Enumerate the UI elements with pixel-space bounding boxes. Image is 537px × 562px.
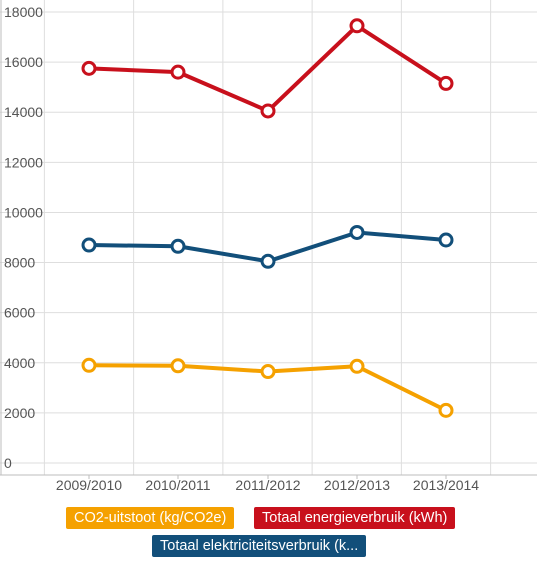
series-line (87, 23, 448, 113)
series-0 (81, 357, 454, 418)
y-tick-label: 6000 (4, 305, 35, 321)
data-point[interactable] (170, 358, 186, 374)
data-point[interactable] (438, 402, 454, 418)
data-point[interactable] (349, 224, 365, 240)
x-tick-label: 2009/2010 (56, 477, 122, 493)
data-point[interactable] (260, 364, 276, 380)
data-point[interactable] (81, 357, 97, 373)
grid-lines (0, 0, 537, 476)
x-tick-label: 2011/2012 (235, 477, 300, 493)
y-tick-label: 4000 (4, 355, 35, 371)
data-point[interactable] (260, 253, 276, 269)
x-axis-ticks: 2009/2010 2010/2011 2011/2012 2012/2013 2013… (56, 475, 479, 493)
y-tick-label: 0 (4, 455, 12, 471)
data-point[interactable] (81, 60, 97, 76)
series-1 (81, 18, 454, 119)
data-point[interactable] (81, 237, 97, 253)
y-tick-label: 12000 (4, 154, 43, 170)
x-tick-label: 2013/2014 (413, 477, 479, 493)
y-tick-label: 10000 (4, 204, 43, 220)
x-tick-label: 2010/2011 (145, 477, 210, 493)
series-2 (81, 224, 454, 269)
data-point[interactable] (170, 64, 186, 80)
y-tick-label: 18000 (4, 4, 43, 20)
legend-item-electricity[interactable]: Totaal elektriciteitsverbruik (k... (152, 535, 367, 557)
y-tick-label: 16000 (4, 54, 43, 70)
y-tick-label: 8000 (4, 255, 35, 271)
x-tick-label: 2012/2013 (324, 477, 390, 493)
data-point[interactable] (349, 18, 365, 34)
y-tick-label: 14000 (4, 104, 43, 120)
data-point[interactable] (349, 358, 365, 374)
data-point[interactable] (438, 75, 454, 91)
data-point[interactable] (170, 238, 186, 254)
series-group (81, 18, 454, 418)
legend-item-energy[interactable]: Totaal energieverbruik (kWh) (254, 507, 456, 529)
legend-item-co2[interactable]: CO2-uitstoot (kg/CO2e) (66, 507, 235, 529)
data-point[interactable] (438, 232, 454, 248)
y-axis-ticks: 0 2000 4000 6000 8000 10000 12000 14000 16000 180… (4, 4, 43, 471)
data-point[interactable] (260, 103, 276, 119)
y-tick-label: 2000 (4, 405, 35, 421)
